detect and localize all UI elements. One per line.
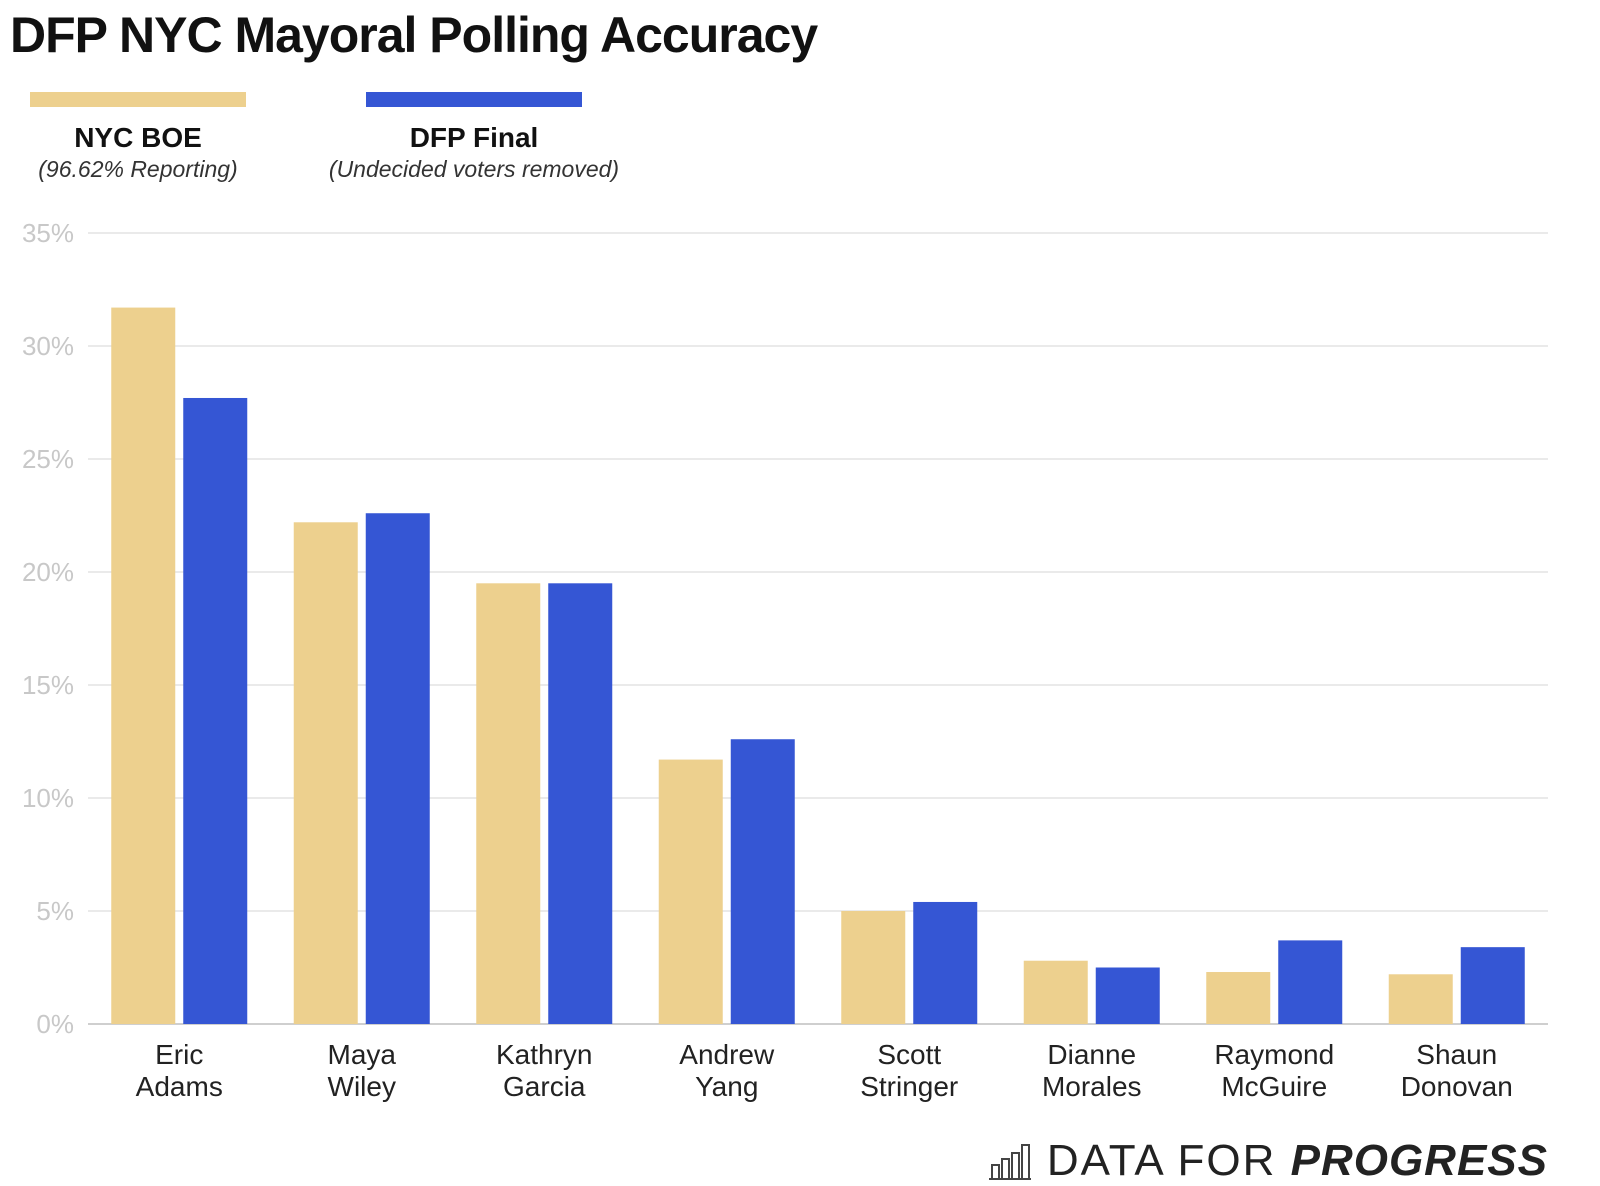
x-category-label: Stringer — [860, 1071, 958, 1102]
bar-nyc-boe — [1388, 974, 1453, 1024]
x-category-label: McGuire — [1221, 1071, 1327, 1102]
legend-swatch-nyc-boe — [30, 92, 246, 107]
bar-chart-logo-icon — [988, 1144, 1031, 1180]
logo-word-progress: PROGRESS — [1290, 1136, 1548, 1185]
x-category-label: Wiley — [328, 1071, 396, 1102]
bar-dfp-final — [365, 513, 430, 1024]
bar-dfp-final — [913, 901, 978, 1024]
bar-nyc-boe — [658, 759, 723, 1024]
y-tick-label: 30% — [22, 331, 74, 361]
y-tick-label: 0% — [36, 1009, 74, 1039]
x-category-label: Eric — [155, 1039, 203, 1070]
legend-note-nyc-boe: (96.62% Reporting) — [38, 155, 238, 182]
bar-dfp-final — [730, 739, 795, 1024]
bar-dfp-final — [1460, 947, 1525, 1024]
logo-text: DATA FOR PROGRESS — [1047, 1136, 1548, 1186]
legend-note-dfp-final: (Undecided voters removed) — [328, 155, 620, 182]
x-category-label: Kathryn — [496, 1039, 593, 1070]
y-tick-label: 10% — [22, 783, 74, 813]
x-category-label: Morales — [1042, 1071, 1142, 1102]
bar-nyc-boe — [476, 583, 541, 1024]
x-category-label: Raymond — [1214, 1039, 1334, 1070]
chart-title: DFP NYC Mayoral Polling Accuracy — [10, 7, 818, 63]
bar-dfp-final — [548, 583, 613, 1024]
x-category-label: Scott — [877, 1039, 941, 1070]
y-tick-label: 35% — [22, 218, 74, 248]
bar-nyc-boe — [1206, 972, 1271, 1024]
y-tick-label: 20% — [22, 557, 74, 587]
x-category-label: Adams — [136, 1071, 223, 1102]
x-category-label: Dianne — [1047, 1039, 1136, 1070]
x-category-label: Garcia — [503, 1071, 586, 1102]
bar-nyc-boe — [111, 307, 176, 1025]
legend-label-dfp-final: DFP Final — [409, 122, 539, 153]
legend-label-nyc-boe: NYC BOE — [74, 122, 202, 153]
y-tick-label: 15% — [22, 670, 74, 700]
x-category-label: Donovan — [1401, 1071, 1513, 1102]
logo-word-data-for: DATA FOR — [1046, 1136, 1277, 1185]
bar-dfp-final — [1278, 940, 1343, 1024]
y-tick-label: 5% — [36, 896, 74, 926]
legend-dfp-final: DFP Final (Undecided voters removed) — [324, 92, 624, 184]
bar-nyc-boe — [841, 911, 906, 1024]
bar-nyc-boe — [1023, 960, 1088, 1024]
x-category-label: Yang — [695, 1071, 758, 1102]
x-category-label: Shaun — [1416, 1039, 1497, 1070]
bar-dfp-final — [183, 397, 248, 1025]
x-category-label: Andrew — [679, 1039, 775, 1070]
x-category-label: Maya — [328, 1039, 397, 1070]
bar-dfp-final — [1095, 967, 1160, 1024]
bar-nyc-boe — [293, 522, 358, 1024]
y-tick-label: 25% — [22, 444, 74, 474]
legend-nyc-boe: NYC BOE (96.62% Reporting) — [28, 92, 248, 184]
data-for-progress-logo: DATA FOR PROGRESS — [987, 1136, 1548, 1186]
legend-swatch-dfp-final — [366, 92, 582, 107]
